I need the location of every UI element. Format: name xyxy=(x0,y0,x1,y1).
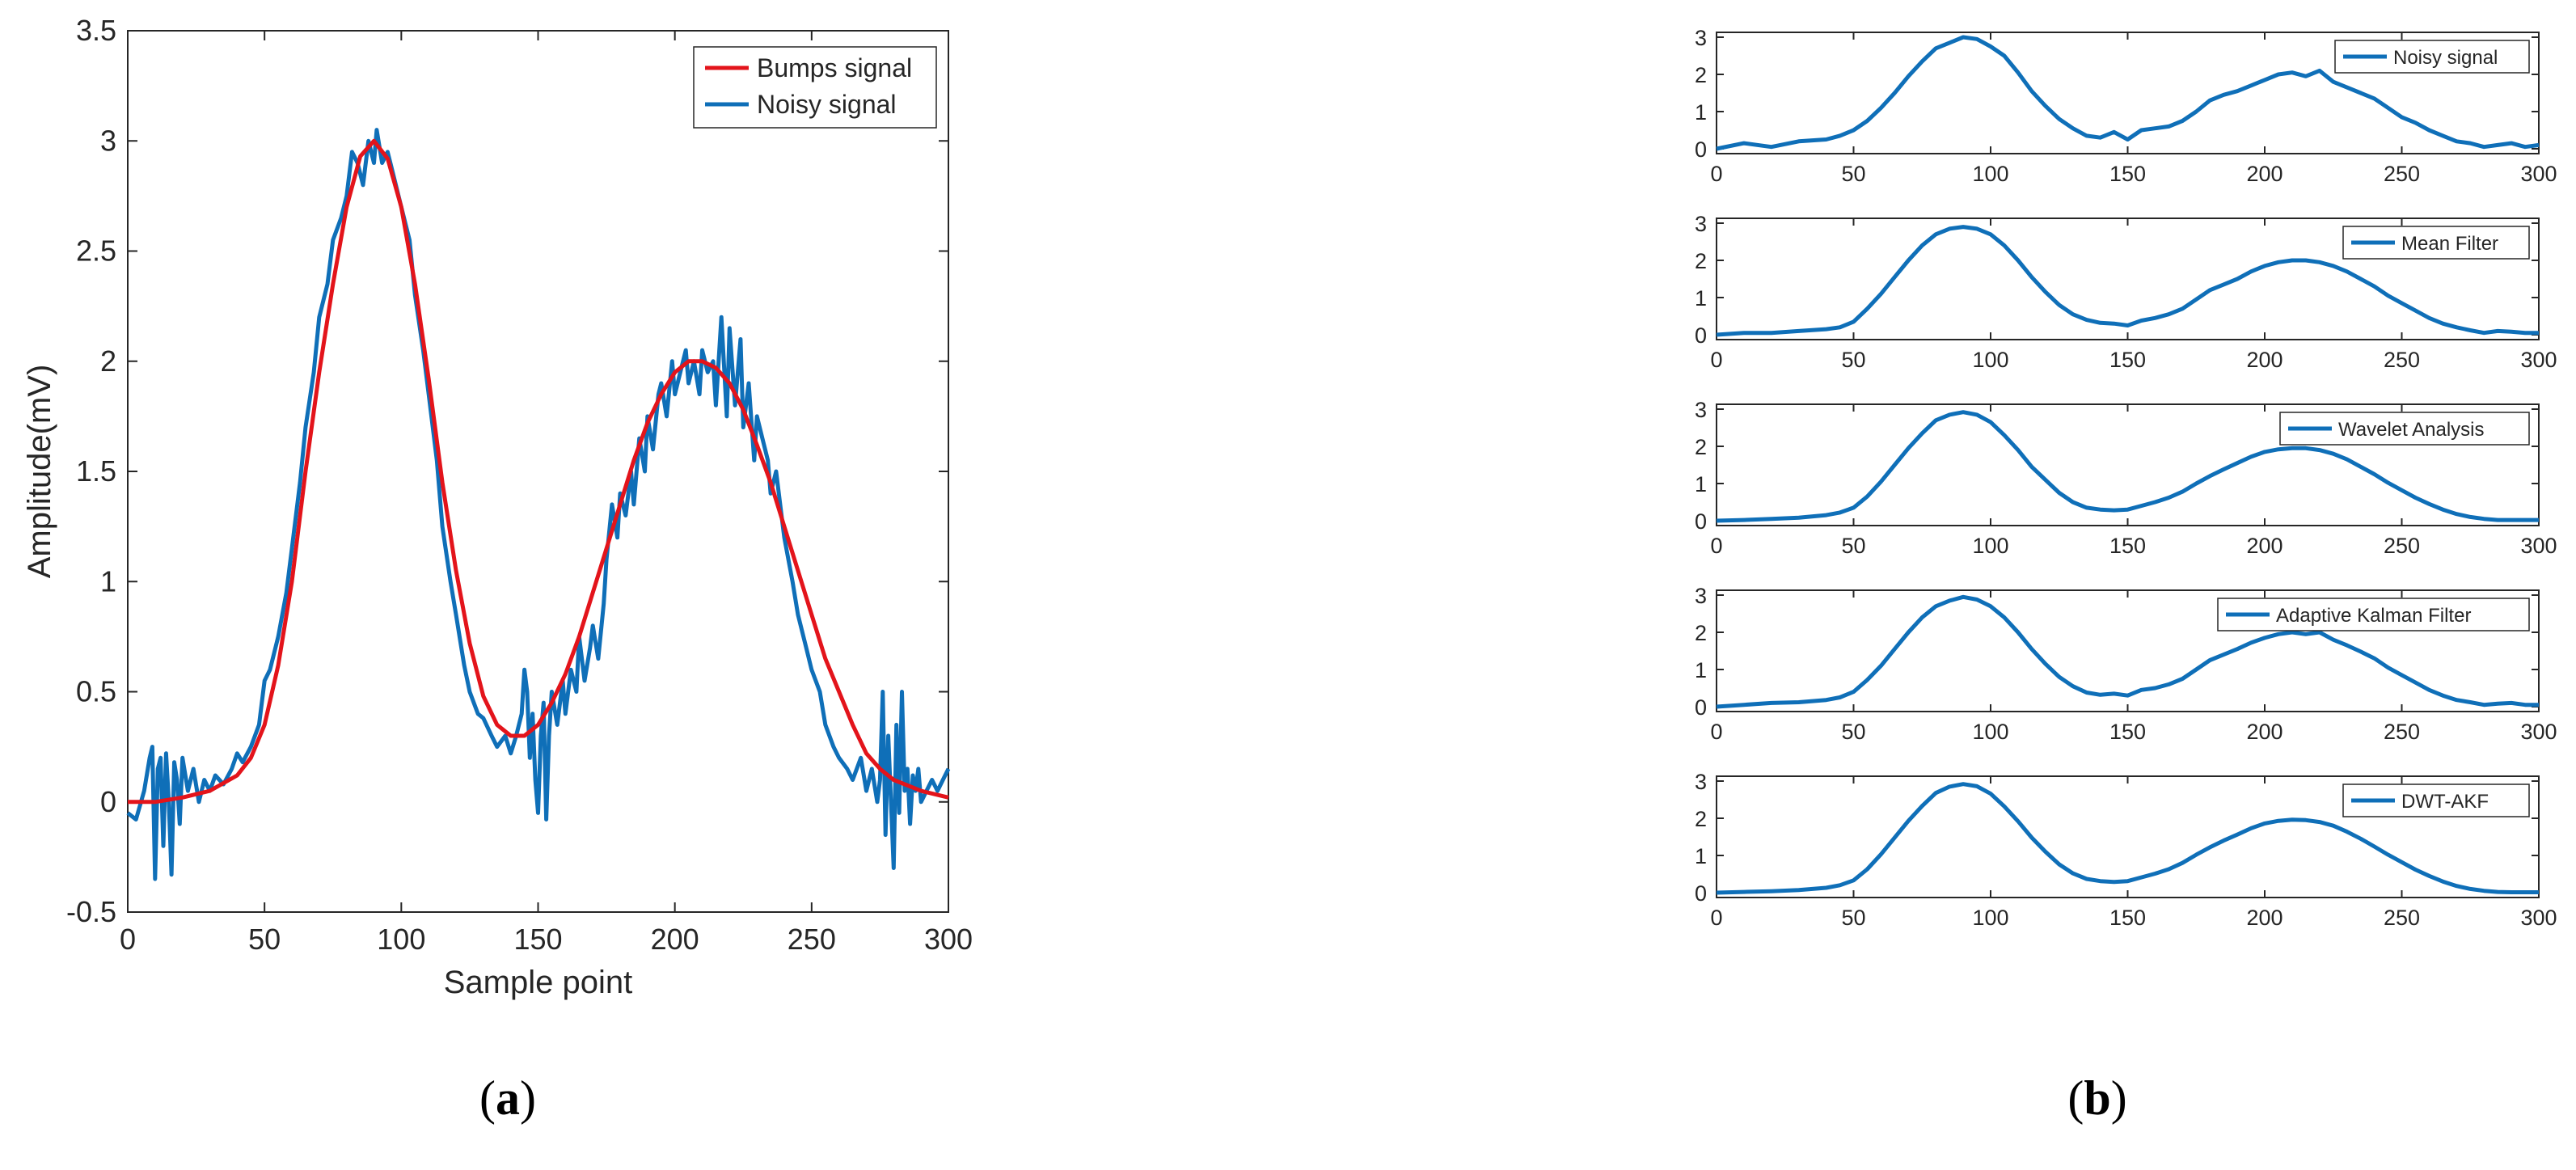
x-tick-label-b: 50 xyxy=(1841,348,1865,372)
x-tick-label-b: 300 xyxy=(2520,720,2557,744)
y-tick-label-a: -0.5 xyxy=(66,895,116,928)
y-tick-label-a: 0.5 xyxy=(76,675,116,708)
y-tick-label-a: 2.5 xyxy=(76,234,116,268)
subplot-5: 0 50 100 150 200 250 300 0 1 2 3 DWT-AKF xyxy=(1695,770,2557,930)
y-tick-label-b: 2 xyxy=(1695,63,1707,87)
y-tick-label-b: 0 xyxy=(1695,881,1707,906)
legend-label-a: Noisy signal xyxy=(757,90,897,119)
y-tick-label-a: 1.5 xyxy=(76,454,116,488)
x-tick-label-a: 250 xyxy=(788,923,836,956)
x-tick-label-b: 50 xyxy=(1841,162,1865,186)
y-tick-label-b: 2 xyxy=(1695,435,1707,459)
x-tick-label-b: 100 xyxy=(1972,348,2008,372)
x-tick-label-b: 0 xyxy=(1710,348,1722,372)
y-tick-label-b: 3 xyxy=(1695,398,1707,422)
x-tick-label-b: 200 xyxy=(2246,348,2283,372)
y-tick-label-b: 2 xyxy=(1695,249,1707,273)
x-tick-label-a: 0 xyxy=(120,923,136,956)
y-tick-label-b: 3 xyxy=(1695,770,1707,794)
series-line-b xyxy=(1716,35,2540,151)
y-tick-label-b: 0 xyxy=(1695,695,1707,720)
legend-label-b: DWT-AKF xyxy=(2401,791,2489,813)
y-tick-label-b: 3 xyxy=(1695,26,1707,50)
x-tick-label-b: 0 xyxy=(1710,534,1722,558)
x-tick-label-b: 50 xyxy=(1841,906,1865,930)
x-tick-label-b: 150 xyxy=(2109,162,2146,186)
x-tick-label-b: 150 xyxy=(2109,720,2146,744)
legend-label-b: Wavelet Analysis xyxy=(2338,419,2485,441)
x-tick-label-b: 100 xyxy=(1972,534,2008,558)
y-tick-label-b: 3 xyxy=(1695,212,1707,236)
series-line-a-noisy xyxy=(126,128,951,881)
x-tick-label-b: 200 xyxy=(2246,534,2283,558)
x-tick-label-a: 300 xyxy=(924,923,973,956)
x-tick-label-b: 250 xyxy=(2384,720,2420,744)
y-tick-label-b: 2 xyxy=(1695,807,1707,831)
panel-a-chart: 0 50 100 150 200 250 300-0.500.511.522.533.5Sa… xyxy=(22,14,973,1000)
x-tick-label-b: 200 xyxy=(2246,162,2283,186)
x-axis-title-a: Sample point xyxy=(444,965,632,1000)
caption-a: (a) xyxy=(479,1071,536,1125)
x-tick-label-b: 250 xyxy=(2384,162,2420,186)
legend-b xyxy=(2217,598,2530,631)
x-tick-label-b: 150 xyxy=(2109,348,2146,372)
y-tick-label-a: 2 xyxy=(100,344,116,378)
subplot-2: 0 50 100 150 200 250 300 0 1 2 3 Mean Filter xyxy=(1695,212,2557,372)
y-tick-label-a: 3 xyxy=(100,124,116,157)
y-axis-title-a: Amplitude(mV) xyxy=(22,365,57,579)
x-tick-label-b: 150 xyxy=(2109,906,2146,930)
x-tick-label-b: 200 xyxy=(2246,720,2283,744)
x-tick-label-b: 50 xyxy=(1841,534,1865,558)
y-tick-label-b: 2 xyxy=(1695,621,1707,645)
x-tick-label-b: 50 xyxy=(1841,720,1865,744)
y-tick-label-b: 0 xyxy=(1695,323,1707,348)
x-tick-label-b: 0 xyxy=(1710,906,1722,930)
x-tick-label-b: 300 xyxy=(2520,906,2557,930)
legend-label-b: Noisy signal xyxy=(2393,47,2498,69)
x-tick-label-b: 300 xyxy=(2520,534,2557,558)
x-tick-label-a: 150 xyxy=(513,923,562,956)
x-tick-label-b: 100 xyxy=(1972,720,2008,744)
y-tick-label-a: 3.5 xyxy=(76,14,116,47)
x-tick-label-b: 250 xyxy=(2384,348,2420,372)
x-tick-label-a: 50 xyxy=(248,923,281,956)
x-tick-label-b: 300 xyxy=(2520,348,2557,372)
series-line-b xyxy=(1716,782,2539,895)
subplot-3: 0 50 100 150 200 250 300 0 1 2 3 Wavelet Analysis xyxy=(1695,398,2557,558)
x-tick-label-b: 150 xyxy=(2109,534,2146,558)
legend-label-a: Bumps signal xyxy=(757,53,912,82)
y-tick-label-b: 1 xyxy=(1695,100,1707,125)
caption-b: (b) xyxy=(2067,1071,2126,1125)
series-line-b xyxy=(1716,225,2539,337)
y-tick-label-b: 1 xyxy=(1695,286,1707,310)
x-tick-label-b: 250 xyxy=(2384,906,2420,930)
x-tick-label-b: 200 xyxy=(2246,906,2283,930)
x-tick-label-a: 200 xyxy=(651,923,699,956)
x-tick-label-b: 100 xyxy=(1972,162,2008,186)
legend-label-b: Mean Filter xyxy=(2401,233,2498,255)
series-line-b xyxy=(1716,594,2539,709)
legend-label-b: Adaptive Kalman Filter xyxy=(2276,605,2471,627)
x-tick-label-b: 300 xyxy=(2520,162,2557,186)
series-line-b xyxy=(1716,410,2539,523)
y-tick-label-b: 1 xyxy=(1695,844,1707,868)
y-tick-label-b: 0 xyxy=(1695,137,1707,162)
x-tick-label-b: 250 xyxy=(2384,534,2420,558)
y-tick-label-a: 1 xyxy=(100,564,116,598)
x-tick-label-b: 0 xyxy=(1710,162,1722,186)
legend-a xyxy=(693,46,937,129)
y-tick-label-b: 3 xyxy=(1695,584,1707,608)
y-tick-label-b: 0 xyxy=(1695,509,1707,534)
y-tick-label-b: 1 xyxy=(1695,658,1707,682)
series-line-a-bumps xyxy=(128,138,949,805)
y-tick-label-b: 1 xyxy=(1695,472,1707,496)
x-tick-label-b: 100 xyxy=(1972,906,2008,930)
x-tick-label-a: 100 xyxy=(377,923,425,956)
x-tick-label-b: 0 xyxy=(1710,720,1722,744)
subplot-4: 0 50 100 150 200 250 300 0 1 2 3 Adaptive Kalman Fi… xyxy=(1695,584,2557,744)
subplot-1: 0 50 100 150 200 250 300 0 1 2 3 Noisy signal xyxy=(1695,26,2557,186)
y-tick-label-a: 0 xyxy=(100,785,116,818)
